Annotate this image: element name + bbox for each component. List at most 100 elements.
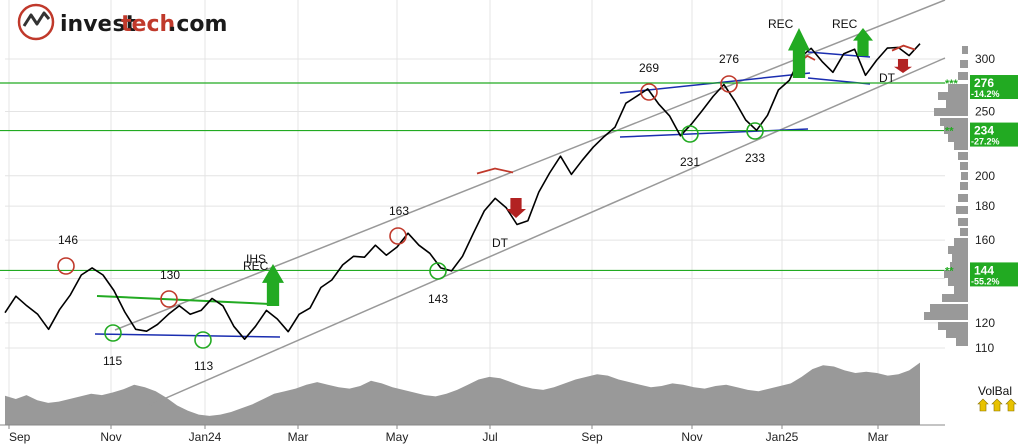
distribution-bar-28 bbox=[924, 312, 968, 320]
signal-label-2: DT bbox=[492, 236, 509, 250]
price-signal-segment-0 bbox=[476, 167, 514, 175]
level-stars-1: ** bbox=[945, 126, 954, 138]
channel-upper-line bbox=[114, 0, 946, 331]
annotation-circle-4 bbox=[389, 227, 407, 245]
distribution-bar-17 bbox=[958, 218, 968, 226]
x-tick-label-6: Sep bbox=[581, 430, 603, 444]
annotation-circle-2 bbox=[104, 324, 122, 342]
y-tick-label-7: 300 bbox=[975, 52, 995, 66]
level-change-2: -55.2% bbox=[971, 276, 1000, 286]
brand-name-tech: tech bbox=[121, 12, 175, 37]
y-tick-label-0: 110 bbox=[975, 341, 994, 355]
distribution-bar-1 bbox=[960, 60, 968, 68]
buy-arrow-0 bbox=[262, 264, 284, 306]
signal-label-3: REC bbox=[768, 17, 794, 31]
annotation-circle-5 bbox=[429, 262, 447, 280]
x-tick-label-3: Mar bbox=[288, 430, 309, 444]
distribution-bar-2 bbox=[958, 72, 968, 80]
logo-chart-icon bbox=[22, 11, 51, 27]
level-change-0: -14.2% bbox=[971, 89, 1000, 99]
annotation-label-0: 146 bbox=[58, 233, 78, 247]
distribution-bar-24 bbox=[948, 278, 968, 286]
annotation-circle-7 bbox=[720, 75, 738, 93]
x-tick-label-4: May bbox=[386, 430, 409, 444]
grid-lines bbox=[5, 0, 945, 425]
annotation-label-6: 269 bbox=[639, 61, 659, 75]
volume-balance-label: VolBal bbox=[978, 384, 1012, 398]
distribution-bar-12 bbox=[960, 162, 968, 170]
distribution-bar-31 bbox=[956, 338, 968, 346]
distribution-bar-13 bbox=[961, 172, 968, 180]
x-tick-label-2: Jan24 bbox=[189, 430, 222, 444]
signal-label-1: IHS bbox=[246, 252, 266, 266]
level-change-1: -27.2% bbox=[971, 137, 1000, 147]
x-axis: Sep Nov Jan24 Mar May Jul Sep Nov Jan25 Mar bbox=[0, 424, 945, 444]
distribution-bar-7 bbox=[940, 118, 968, 126]
distribution-bar-26 bbox=[942, 294, 968, 302]
distribution-bar-20 bbox=[948, 246, 968, 254]
x-tick-label-1: Nov bbox=[100, 430, 121, 444]
level-badge-2 bbox=[970, 262, 1018, 287]
volume-balance-area bbox=[5, 362, 920, 425]
distribution-bar-27 bbox=[930, 304, 968, 312]
logo-circle-icon bbox=[17, 3, 55, 41]
x-tick-label-7: Nov bbox=[681, 430, 702, 444]
brand-name-invest: invest bbox=[60, 12, 137, 37]
level-value-2: 144 bbox=[974, 263, 994, 277]
price-signal-segment-2 bbox=[891, 44, 916, 52]
annotation-label-5: 143 bbox=[428, 292, 448, 306]
buy-arrow-1 bbox=[788, 28, 810, 78]
price-annotations: 146 130 115 113 163 143 269 276 231 233 bbox=[57, 52, 765, 373]
distribution-bar-19 bbox=[954, 238, 968, 246]
distribution-bar-25 bbox=[954, 286, 968, 294]
annotation-label-8: 231 bbox=[680, 155, 700, 169]
y-tick-label-4: 180 bbox=[975, 199, 995, 213]
annotation-label-2: 115 bbox=[103, 354, 122, 368]
level-badge-0 bbox=[970, 75, 1018, 100]
y-tick-label-3: 160 bbox=[975, 233, 995, 247]
level-stars-0: *** bbox=[945, 78, 959, 90]
volume-balance-legend: VolBal bbox=[977, 384, 1017, 412]
brand-name-suffix: .com bbox=[168, 12, 227, 37]
distribution-bar-21 bbox=[952, 254, 968, 262]
distribution-bar-0 bbox=[962, 46, 968, 54]
distribution-bar-8 bbox=[944, 126, 968, 134]
trend-channel-lines bbox=[94, 0, 946, 406]
annotation-label-1: 130 bbox=[160, 268, 180, 282]
buy-arrow-2 bbox=[853, 28, 873, 56]
annotation-label-9: 233 bbox=[745, 151, 765, 165]
distribution-bar-14 bbox=[960, 182, 968, 190]
distribution-bar-6 bbox=[934, 108, 968, 116]
price-series-line bbox=[4, 43, 921, 340]
annotation-circle-0 bbox=[57, 257, 75, 275]
signal-label-4: REC bbox=[832, 17, 858, 31]
distribution-bar-3 bbox=[948, 84, 968, 92]
level-stars-2: ** bbox=[945, 265, 954, 277]
distribution-bar-9 bbox=[948, 134, 968, 142]
brand-logo[interactable]: invest tech .com bbox=[17, 3, 227, 41]
annotation-label-4: 163 bbox=[389, 204, 409, 218]
right-y-axis: 110120140160180200250300***276-14.2%**23… bbox=[924, 46, 1018, 355]
signal-label-0: REC bbox=[243, 259, 269, 273]
price-line bbox=[4, 43, 921, 340]
thumbs-up-icon bbox=[977, 398, 1017, 412]
distribution-bar-4 bbox=[938, 92, 968, 100]
distribution-bar-30 bbox=[946, 330, 968, 338]
sell-arrow-0 bbox=[506, 198, 526, 218]
level-value-1: 234 bbox=[974, 124, 994, 138]
annotation-circle-6 bbox=[640, 83, 658, 101]
annotation-circle-8 bbox=[681, 125, 699, 143]
annotation-label-7: 276 bbox=[719, 52, 739, 66]
x-tick-label-8: Jan25 bbox=[766, 430, 799, 444]
volume-balance-fill bbox=[5, 362, 920, 425]
distribution-bar-29 bbox=[938, 322, 968, 330]
distribution-bar-11 bbox=[958, 152, 968, 160]
level-value-0: 276 bbox=[974, 76, 994, 90]
distribution-bar-18 bbox=[960, 228, 968, 236]
channel-lower-line bbox=[149, 57, 946, 406]
annotation-circle-9 bbox=[746, 122, 764, 140]
distribution-bar-23 bbox=[944, 270, 968, 278]
x-tick-label-5: Jul bbox=[482, 430, 497, 444]
